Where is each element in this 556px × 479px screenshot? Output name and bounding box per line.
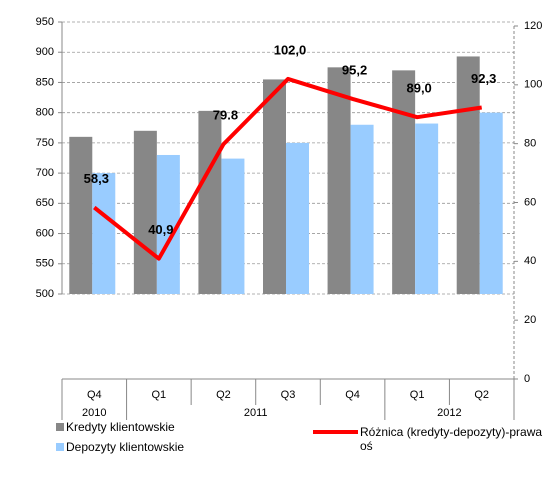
x-tick-label: Q2	[474, 389, 489, 401]
bar	[198, 110, 222, 294]
legend-swatch	[56, 423, 64, 431]
x-tick-label: Q2	[216, 389, 231, 401]
x-group-label: 2011	[244, 407, 268, 419]
y-tick-label: 950	[36, 16, 54, 28]
bar	[221, 158, 245, 294]
y2-tick-label: 100	[524, 79, 542, 91]
bar	[479, 112, 503, 295]
bar	[69, 136, 93, 294]
x-tick-label: Q3	[281, 389, 296, 401]
y2-tick-label: 0	[524, 373, 530, 385]
y-tick-label: 900	[36, 46, 54, 58]
x-group-label: 2010	[82, 407, 106, 419]
bar	[92, 173, 116, 294]
bar	[156, 154, 180, 294]
y-tick-label: 500	[36, 288, 54, 300]
data-label: 79.8	[213, 108, 238, 123]
data-label: 102,0	[274, 42, 307, 57]
y2-tick-label: 20	[524, 314, 536, 326]
y2-tick-label: 40	[524, 255, 536, 267]
bar	[327, 67, 351, 294]
y2-tick-label: 120	[524, 20, 542, 32]
y2-tick-label: 60	[524, 196, 536, 208]
legend-label: Depozyty klientowskie	[66, 440, 185, 454]
bar	[392, 70, 416, 294]
data-label: 58,3	[84, 171, 109, 186]
bar	[456, 56, 480, 294]
data-label: 89,0	[406, 81, 431, 96]
x-tick-label: Q4	[87, 389, 102, 401]
y-tick-label: 700	[36, 167, 54, 179]
y-tick-label: 800	[36, 107, 54, 119]
line	[93, 76, 483, 261]
y-tick-label: 650	[36, 197, 54, 209]
y2-tick-label: 80	[524, 138, 536, 150]
bar	[286, 142, 309, 294]
x-tick-label: Q1	[410, 389, 425, 401]
x-tick-label: Q1	[152, 389, 167, 401]
y-tick-label: 550	[36, 258, 54, 270]
legend-label: Różnica (kredyty-depozyty)-prawa oś	[360, 425, 543, 453]
bar	[415, 123, 439, 295]
y-tick-label: 750	[36, 137, 54, 149]
x-tick-label: Q4	[345, 389, 360, 401]
data-label: 40,9	[148, 222, 173, 237]
bar	[133, 130, 157, 294]
data-label: 92,3	[471, 71, 496, 86]
data-label: 95,2	[342, 62, 367, 77]
y-tick-label: 850	[36, 76, 54, 88]
legend-swatch	[56, 443, 64, 451]
bar	[350, 124, 374, 294]
legend-label: Kredyty klientowskie	[66, 420, 175, 434]
y-tick-label: 600	[36, 227, 54, 239]
x-group-label: 2012	[437, 407, 461, 419]
bar	[263, 79, 286, 294]
